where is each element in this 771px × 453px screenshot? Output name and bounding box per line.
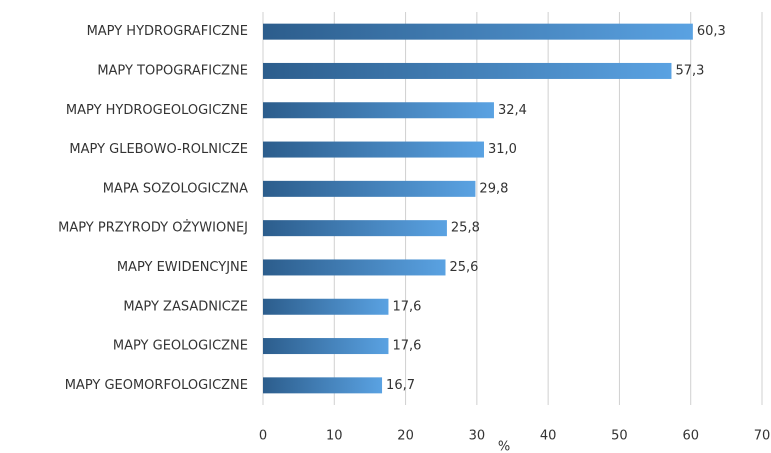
x-axis-label: % — [498, 440, 510, 453]
data-label: 32,4 — [498, 103, 527, 118]
bar — [263, 102, 494, 119]
bar — [263, 338, 389, 355]
x-tick-label: 0 — [259, 429, 267, 444]
bar — [263, 259, 446, 276]
bar — [263, 62, 672, 79]
data-label: 17,6 — [392, 339, 421, 354]
y-tick-label: MAPY GEOLOGICZNE — [113, 339, 248, 354]
data-label: 16,7 — [386, 378, 415, 393]
bar — [263, 220, 447, 237]
y-tick-label: MAPY EWIDENCYJNE — [117, 260, 248, 275]
y-tick-label: MAPY HYDROGEOLOGICZNE — [66, 103, 248, 118]
bar — [263, 141, 484, 158]
data-label: 25,6 — [449, 260, 478, 275]
x-tick-label: 30 — [469, 429, 486, 444]
bar — [263, 23, 693, 40]
x-tick-label: 50 — [611, 429, 628, 444]
y-tick-label: MAPY PRZYRODY OŻYWIONEJ — [58, 220, 248, 236]
x-tick-label: 10 — [326, 429, 343, 444]
data-label: 29,8 — [479, 181, 508, 196]
x-tick-label: 70 — [754, 429, 771, 444]
y-tick-label: MAPY GLEBOWO-ROLNICZE — [69, 142, 248, 157]
y-tick-label: MAPY HYDROGRAFICZNE — [87, 24, 248, 39]
data-label: 31,0 — [488, 142, 517, 157]
data-label: 60,3 — [697, 24, 726, 39]
x-tick-label: 40 — [540, 429, 557, 444]
bar — [263, 180, 476, 197]
y-tick-label: MAPY GEOMORFOLOGICZNE — [65, 378, 248, 393]
x-tick-label: 20 — [397, 429, 414, 444]
data-label: 57,3 — [675, 63, 704, 78]
y-tick-label: MAPY ZASADNICZE — [123, 299, 248, 314]
data-label: 17,6 — [392, 299, 421, 314]
bar — [263, 377, 383, 394]
y-tick-label: MAPA SOZOLOGICZNA — [103, 181, 248, 196]
bar — [263, 298, 389, 315]
data-label: 25,8 — [451, 221, 480, 236]
x-tick-label: 60 — [682, 429, 699, 444]
y-tick-label: MAPY TOPOGRAFICZNE — [97, 63, 248, 78]
